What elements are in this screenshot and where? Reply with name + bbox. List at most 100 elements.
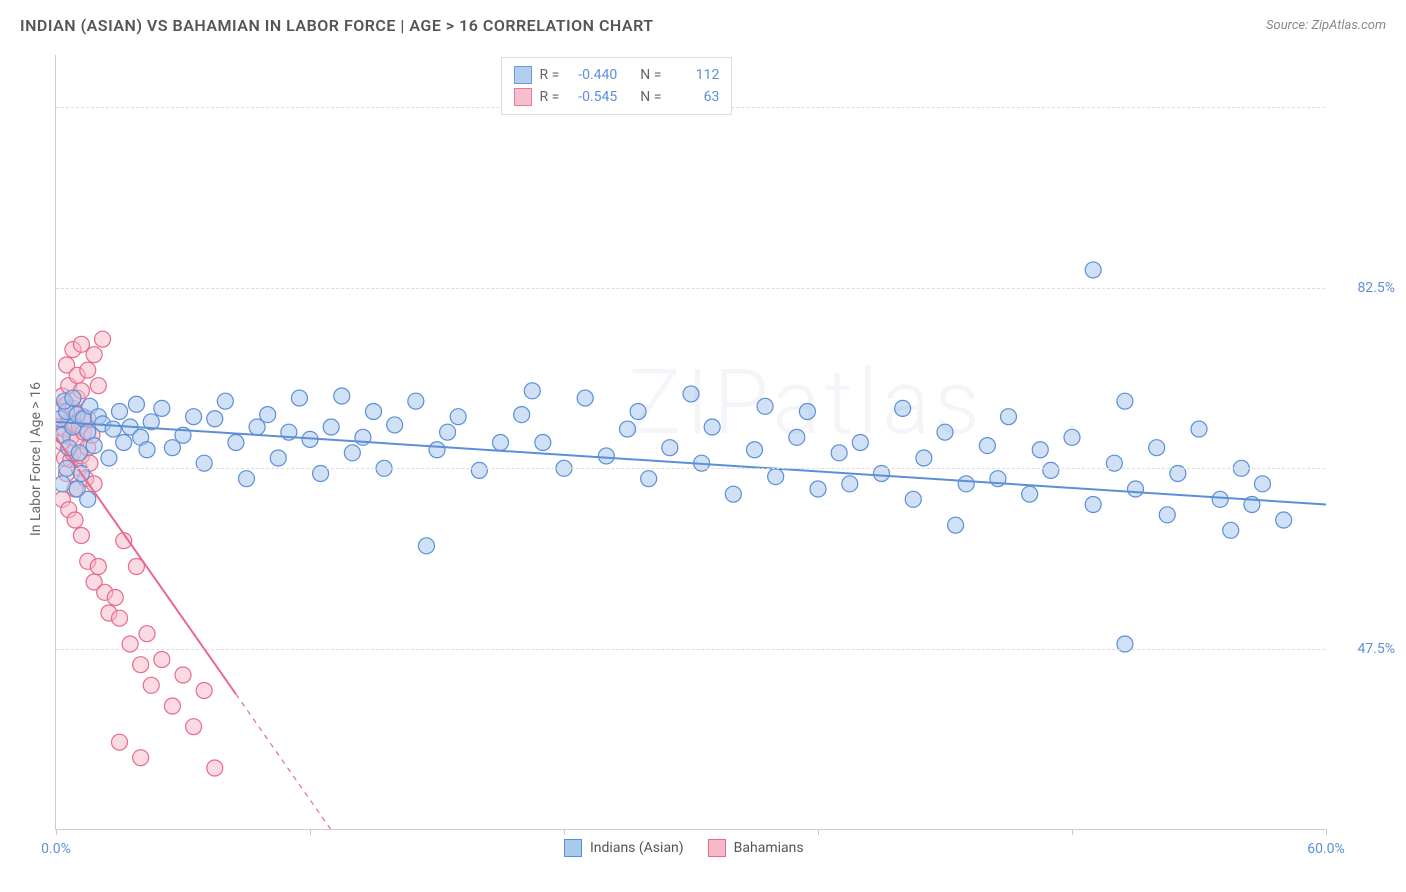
scatter-point-indians — [260, 407, 276, 423]
legend-row-indians: R =-0.440 N = 112 — [514, 64, 720, 86]
scatter-point-indians — [524, 383, 540, 399]
scatter-point-bahamians — [90, 559, 106, 575]
scatter-point-indians — [514, 407, 530, 423]
scatter-point-bahamians — [73, 528, 89, 544]
scatter-point-indians — [1117, 393, 1133, 409]
scatter-point-bahamians — [139, 626, 155, 642]
legend-r-indians: -0.440 — [567, 67, 617, 83]
scatter-point-indians — [799, 404, 815, 420]
legend-n-indians: 112 — [669, 67, 719, 83]
scatter-point-indians — [641, 471, 657, 487]
y-axis-label: In Labor Force | Age > 16 — [28, 382, 44, 536]
legend-swatch-indians — [564, 839, 582, 857]
scatter-point-indians — [789, 429, 805, 445]
scatter-point-indians — [1255, 476, 1271, 492]
scatter-point-bahamians — [143, 677, 159, 693]
scatter-point-indians — [101, 450, 117, 466]
scatter-point-indians — [450, 409, 466, 425]
scatter-point-indians — [1159, 507, 1175, 523]
scatter-point-indians — [1085, 262, 1101, 278]
scatter-point-bahamians — [164, 698, 180, 714]
scatter-point-indians — [80, 491, 96, 507]
scatter-point-indians — [842, 476, 858, 492]
scatter-point-indians — [831, 445, 847, 461]
scatter-point-indians — [334, 388, 350, 404]
scatter-point-bahamians — [186, 719, 202, 735]
scatter-point-indians — [747, 442, 763, 458]
scatter-point-indians — [662, 440, 678, 456]
scatter-point-bahamians — [207, 760, 223, 776]
scatter-point-indians — [366, 404, 382, 420]
scatter-point-indians — [1022, 486, 1038, 502]
legend-item-bahamians: Bahamians — [708, 839, 804, 857]
scatter-point-bahamians — [133, 657, 149, 673]
chart-source: Source: ZipAtlas.com — [1266, 18, 1386, 33]
scatter-point-indians — [228, 435, 244, 451]
scatter-point-indians — [1191, 421, 1207, 437]
legend-r-bahamians: -0.545 — [567, 89, 617, 105]
x-tick — [1072, 829, 1073, 835]
scatter-point-indians — [112, 404, 128, 420]
scatter-point-indians — [1001, 409, 1017, 425]
scatter-point-bahamians — [196, 683, 212, 699]
scatter-point-indians — [1085, 497, 1101, 513]
scatter-point-indians — [704, 419, 720, 435]
scatter-point-indians — [725, 486, 741, 502]
scatter-point-indians — [757, 398, 773, 414]
scatter-point-indians — [1212, 491, 1228, 507]
chart-title: INDIAN (ASIAN) VS BAHAMIAN IN LABOR FORC… — [20, 16, 654, 35]
scatter-point-bahamians — [80, 362, 96, 378]
y-tick-label: 82.5% — [1335, 280, 1395, 296]
scatter-point-indians — [1276, 512, 1292, 528]
scatter-point-indians — [71, 445, 87, 461]
plot-area: ZIPatlas R =-0.440 N = 112R =-0.545 N = … — [55, 55, 1325, 830]
scatter-point-indians — [1043, 462, 1059, 478]
scatter-point-indians — [598, 448, 614, 464]
scatter-svg — [56, 55, 1326, 830]
scatter-point-bahamians — [90, 378, 106, 394]
scatter-point-indians — [620, 421, 636, 437]
legend-item-indians: Indians (Asian) — [564, 839, 684, 857]
scatter-point-indians — [535, 435, 551, 451]
x-tick — [564, 829, 565, 835]
scatter-point-indians — [105, 421, 121, 437]
x-tick — [310, 829, 311, 835]
scatter-point-indians — [86, 438, 102, 454]
scatter-point-indians — [139, 442, 155, 458]
scatter-point-indians — [1128, 481, 1144, 497]
scatter-point-bahamians — [67, 512, 83, 528]
scatter-point-indians — [1149, 440, 1165, 456]
scatter-point-bahamians — [95, 331, 111, 347]
gridline — [56, 288, 1325, 289]
x-tick-label: 0.0% — [41, 841, 71, 857]
scatter-point-bahamians — [133, 750, 149, 766]
legend-correlation-box: R =-0.440 N = 112R =-0.545 N = 63 — [501, 57, 733, 115]
legend-label-bahamians: Bahamians — [734, 840, 804, 856]
legend-swatch-indians — [514, 66, 532, 84]
scatter-point-indians — [344, 445, 360, 461]
scatter-point-indians — [768, 469, 784, 485]
scatter-point-bahamians — [154, 652, 170, 668]
scatter-point-indians — [1064, 429, 1080, 445]
trend-line-bahamians-dashed — [236, 694, 331, 830]
scatter-point-bahamians — [107, 590, 123, 606]
scatter-point-indians — [56, 476, 70, 492]
legend-series: Indians (Asian) Bahamians — [564, 839, 804, 857]
scatter-point-indians — [471, 462, 487, 478]
scatter-point-bahamians — [86, 347, 102, 363]
scatter-point-indians — [630, 404, 646, 420]
x-tick-label: 60.0% — [1307, 841, 1345, 857]
scatter-point-indians — [895, 400, 911, 416]
scatter-point-indians — [937, 424, 953, 440]
scatter-point-indians — [408, 393, 424, 409]
legend-label-indians: Indians (Asian) — [590, 840, 684, 856]
scatter-point-indians — [65, 390, 81, 406]
scatter-point-indians — [387, 417, 403, 433]
gridline — [56, 468, 1325, 469]
scatter-point-indians — [154, 400, 170, 416]
scatter-point-bahamians — [112, 734, 128, 750]
scatter-point-bahamians — [175, 667, 191, 683]
scatter-point-bahamians — [112, 610, 128, 626]
chart-header: INDIAN (ASIAN) VS BAHAMIAN IN LABOR FORC… — [0, 0, 1406, 50]
gridline — [56, 649, 1325, 650]
